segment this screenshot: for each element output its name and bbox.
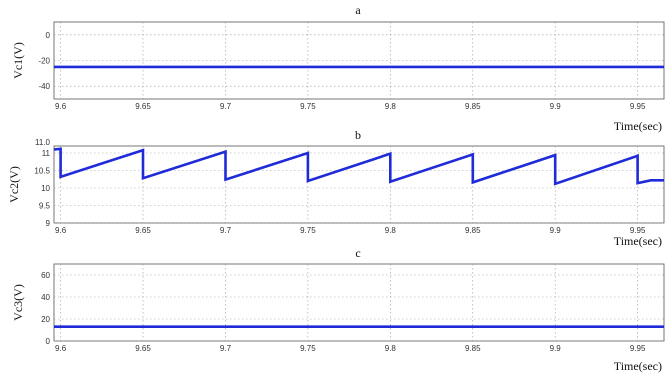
y-tick-label: -40 (38, 82, 50, 91)
x-tick-label: 9.65 (135, 102, 151, 111)
x-tick-label: 9.75 (300, 102, 316, 111)
series-line (53, 147, 664, 186)
y-tick-label: 60 (41, 271, 50, 280)
plot-area (53, 263, 665, 342)
x-axis-label: Time(sec) (614, 234, 662, 248)
x-tick-label: 9.95 (630, 102, 646, 111)
y-tick-label: 10 (41, 184, 50, 193)
y-tick-label: 10.5 (34, 167, 50, 176)
y-tick-label: 40 (41, 293, 50, 302)
y-axis-label: Vc1(V) (11, 42, 25, 79)
x-tick-label: 9.9 (550, 226, 562, 235)
x-tick-label: 9.8 (385, 226, 397, 235)
x-axis-label: Time(sec) (614, 119, 662, 133)
x-tick-label: 9.85 (465, 344, 481, 353)
x-tick-label: 9.95 (630, 344, 646, 353)
y-tick-label: -20 (38, 57, 50, 66)
y-axis-label: Vc2(V) (7, 166, 21, 203)
x-tick-label: 9.85 (465, 226, 481, 235)
y-tick-label: 0 (46, 31, 51, 40)
chart-panel-b: 9.6 9.65 9.7 9.75 9.8 9.85 9.9 9.95 11 10.5 10 9.5 9… (7, 128, 665, 248)
x-tick-label: 9.75 (300, 226, 316, 235)
x-tick-label: 9.7 (220, 226, 232, 235)
y-tick-label: 11 (42, 149, 51, 158)
x-tick-label: 9.75 (300, 344, 316, 353)
y-axis-label: Vc3(V) (11, 284, 25, 321)
x-tick-label: 9.65 (135, 226, 151, 235)
x-tick-label: 9.8 (385, 344, 397, 353)
x-tick-label: 9.6 (55, 102, 67, 111)
y-tick-label: 9 (46, 219, 51, 228)
x-tick-label: 9.7 (220, 102, 232, 111)
chart-title: b (355, 128, 361, 142)
x-tick-label: 9.95 (630, 226, 646, 235)
y-tick-label: 20 (41, 315, 50, 324)
y-tick-label-top: 11.0 (35, 138, 51, 147)
x-tick-label: 9.6 (55, 226, 67, 235)
x-tick-label: 9.85 (465, 102, 481, 111)
y-tick-label: 9.5 (39, 202, 51, 211)
x-tick-label: 9.9 (550, 344, 562, 353)
chart-title: c (355, 246, 360, 260)
x-tick-label: 9.9 (550, 102, 562, 111)
y-tick-label: 0 (46, 337, 51, 346)
x-axis-label: Time(sec) (614, 359, 662, 373)
x-tick-label: 9.7 (220, 344, 232, 353)
x-tick-label: 9.6 (55, 344, 67, 353)
x-tick-label: 9.65 (135, 344, 151, 353)
x-tick-label: 9.8 (385, 102, 397, 111)
chart-title: a (355, 3, 361, 17)
chart-panel-c: 9.6 9.65 9.7 9.75 9.8 9.85 9.9 9.95 60 40 20 0 c Time… (11, 246, 665, 373)
chart-panel-a: 9.6 9.65 9.7 9.75 9.8 9.85 9.9 9.95 0 -20 -40 a Time… (11, 3, 665, 133)
plot-area (53, 145, 665, 224)
